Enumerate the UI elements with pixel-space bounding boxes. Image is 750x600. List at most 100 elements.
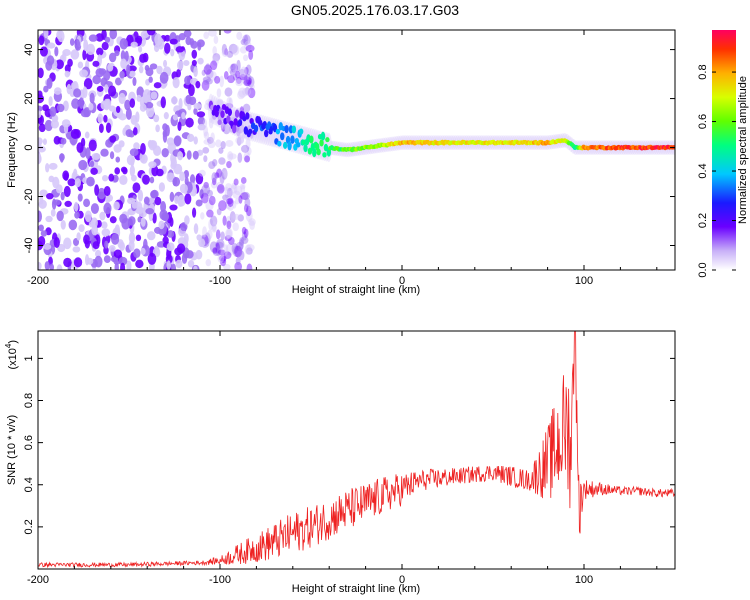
- noise-blob: [138, 65, 144, 74]
- noise-blob: [139, 53, 147, 63]
- noise-blob: [185, 250, 194, 259]
- noise-blob: [187, 260, 195, 268]
- noise-blob: [59, 153, 64, 163]
- noise-blob: [179, 171, 186, 182]
- noise-blob: [228, 236, 235, 245]
- noise-blob: [103, 202, 112, 215]
- noise-blob: [212, 46, 217, 56]
- noise-blob: [66, 83, 72, 95]
- noise-blob: [202, 77, 210, 86]
- noise-blob: [90, 167, 98, 176]
- noise-blob: [186, 150, 192, 160]
- noise-blob: [109, 30, 118, 40]
- noise-blob: [228, 153, 237, 160]
- noise-blob: [126, 64, 131, 76]
- ridge-cell: [231, 124, 237, 134]
- noise-blob: [198, 238, 206, 248]
- noise-blob: [124, 50, 129, 62]
- noise-blob: [172, 114, 178, 121]
- noise-blob: [210, 132, 215, 142]
- ridge-cell: [290, 135, 295, 144]
- noise-blob: [204, 232, 211, 244]
- noise-blob: [94, 255, 103, 268]
- noise-blob: [139, 103, 147, 112]
- noise-blob: [132, 127, 138, 136]
- noise-blob: [225, 228, 233, 239]
- noise-blob: [244, 244, 252, 255]
- noise-blob: [166, 230, 175, 238]
- noise-blob: [186, 133, 195, 142]
- noise-blob: [234, 198, 240, 205]
- noise-blob: [195, 199, 203, 207]
- noise-blob: [133, 248, 141, 258]
- noise-blob: [229, 211, 236, 223]
- noise-blob: [80, 109, 90, 118]
- noise-blob: [220, 121, 226, 132]
- snr-y-tick-label: 0.4: [23, 477, 35, 492]
- noise-blob: [242, 103, 251, 113]
- ridge-cell: [323, 143, 329, 152]
- noise-blob: [73, 168, 78, 179]
- ridge-cell: [217, 119, 222, 126]
- noise-blob: [247, 76, 255, 88]
- noise-blob: [208, 30, 217, 37]
- noise-blob: [242, 54, 249, 62]
- noise-blob: [244, 87, 251, 95]
- noise-blob: [120, 50, 126, 61]
- noise-blob: [231, 182, 237, 190]
- noise-blob: [205, 259, 212, 267]
- spectrogram-ridge-halo: [207, 93, 675, 163]
- noise-blob: [140, 142, 146, 155]
- noise-blob: [77, 61, 84, 69]
- ridge-cell: [234, 109, 240, 118]
- noise-blob: [234, 261, 243, 270]
- noise-blob: [72, 246, 81, 253]
- noise-blob: [235, 70, 241, 79]
- noise-blob: [227, 197, 234, 208]
- noise-blob: [232, 73, 238, 81]
- noise-blob: [84, 254, 90, 266]
- noise-blob: [216, 98, 224, 106]
- snr-x-tick-label: 100: [575, 574, 593, 586]
- noise-blob: [73, 201, 79, 212]
- noise-blob: [201, 69, 206, 76]
- noise-blob: [118, 113, 127, 121]
- noise-blob: [85, 147, 91, 160]
- noise-blob: [216, 88, 222, 98]
- noise-blob: [203, 181, 209, 189]
- noise-blob: [78, 97, 85, 109]
- noise-blob: [155, 124, 160, 133]
- noise-blob: [239, 250, 245, 261]
- spectrogram-y-axis-label: Frequency (Hz): [6, 112, 18, 188]
- noise-blob: [55, 184, 63, 194]
- noise-blob: [183, 233, 189, 244]
- noise-blob: [83, 198, 91, 208]
- noise-blob: [205, 78, 213, 85]
- noise-blob: [212, 56, 219, 66]
- noise-blob: [206, 136, 214, 144]
- noise-blob: [103, 255, 111, 263]
- ridge-cell: [296, 141, 301, 148]
- noise-blob: [239, 68, 245, 76]
- noise-blob: [169, 38, 178, 45]
- noise-blob: [79, 69, 89, 78]
- noise-blob: [169, 204, 178, 211]
- noise-blob: [102, 174, 109, 182]
- noise-blob: [215, 238, 225, 250]
- colorbar-tick-label: 0.8: [697, 64, 709, 79]
- noise-blob: [223, 71, 229, 80]
- noise-blob: [107, 63, 114, 72]
- noise-blob: [92, 241, 100, 250]
- noise-blob: [169, 191, 175, 202]
- noise-blob: [44, 261, 50, 270]
- noise-blob: [142, 89, 152, 101]
- noise-blob: [210, 215, 218, 227]
- noise-blob: [90, 217, 98, 229]
- noise-blob: [206, 189, 214, 197]
- noise-blob: [140, 217, 146, 227]
- page-title: GN05.2025.176.03.17.G03: [290, 2, 460, 18]
- noise-blob: [246, 263, 253, 270]
- noise-blob: [226, 187, 233, 198]
- noise-blob: [193, 136, 198, 145]
- noise-blob: [232, 222, 239, 232]
